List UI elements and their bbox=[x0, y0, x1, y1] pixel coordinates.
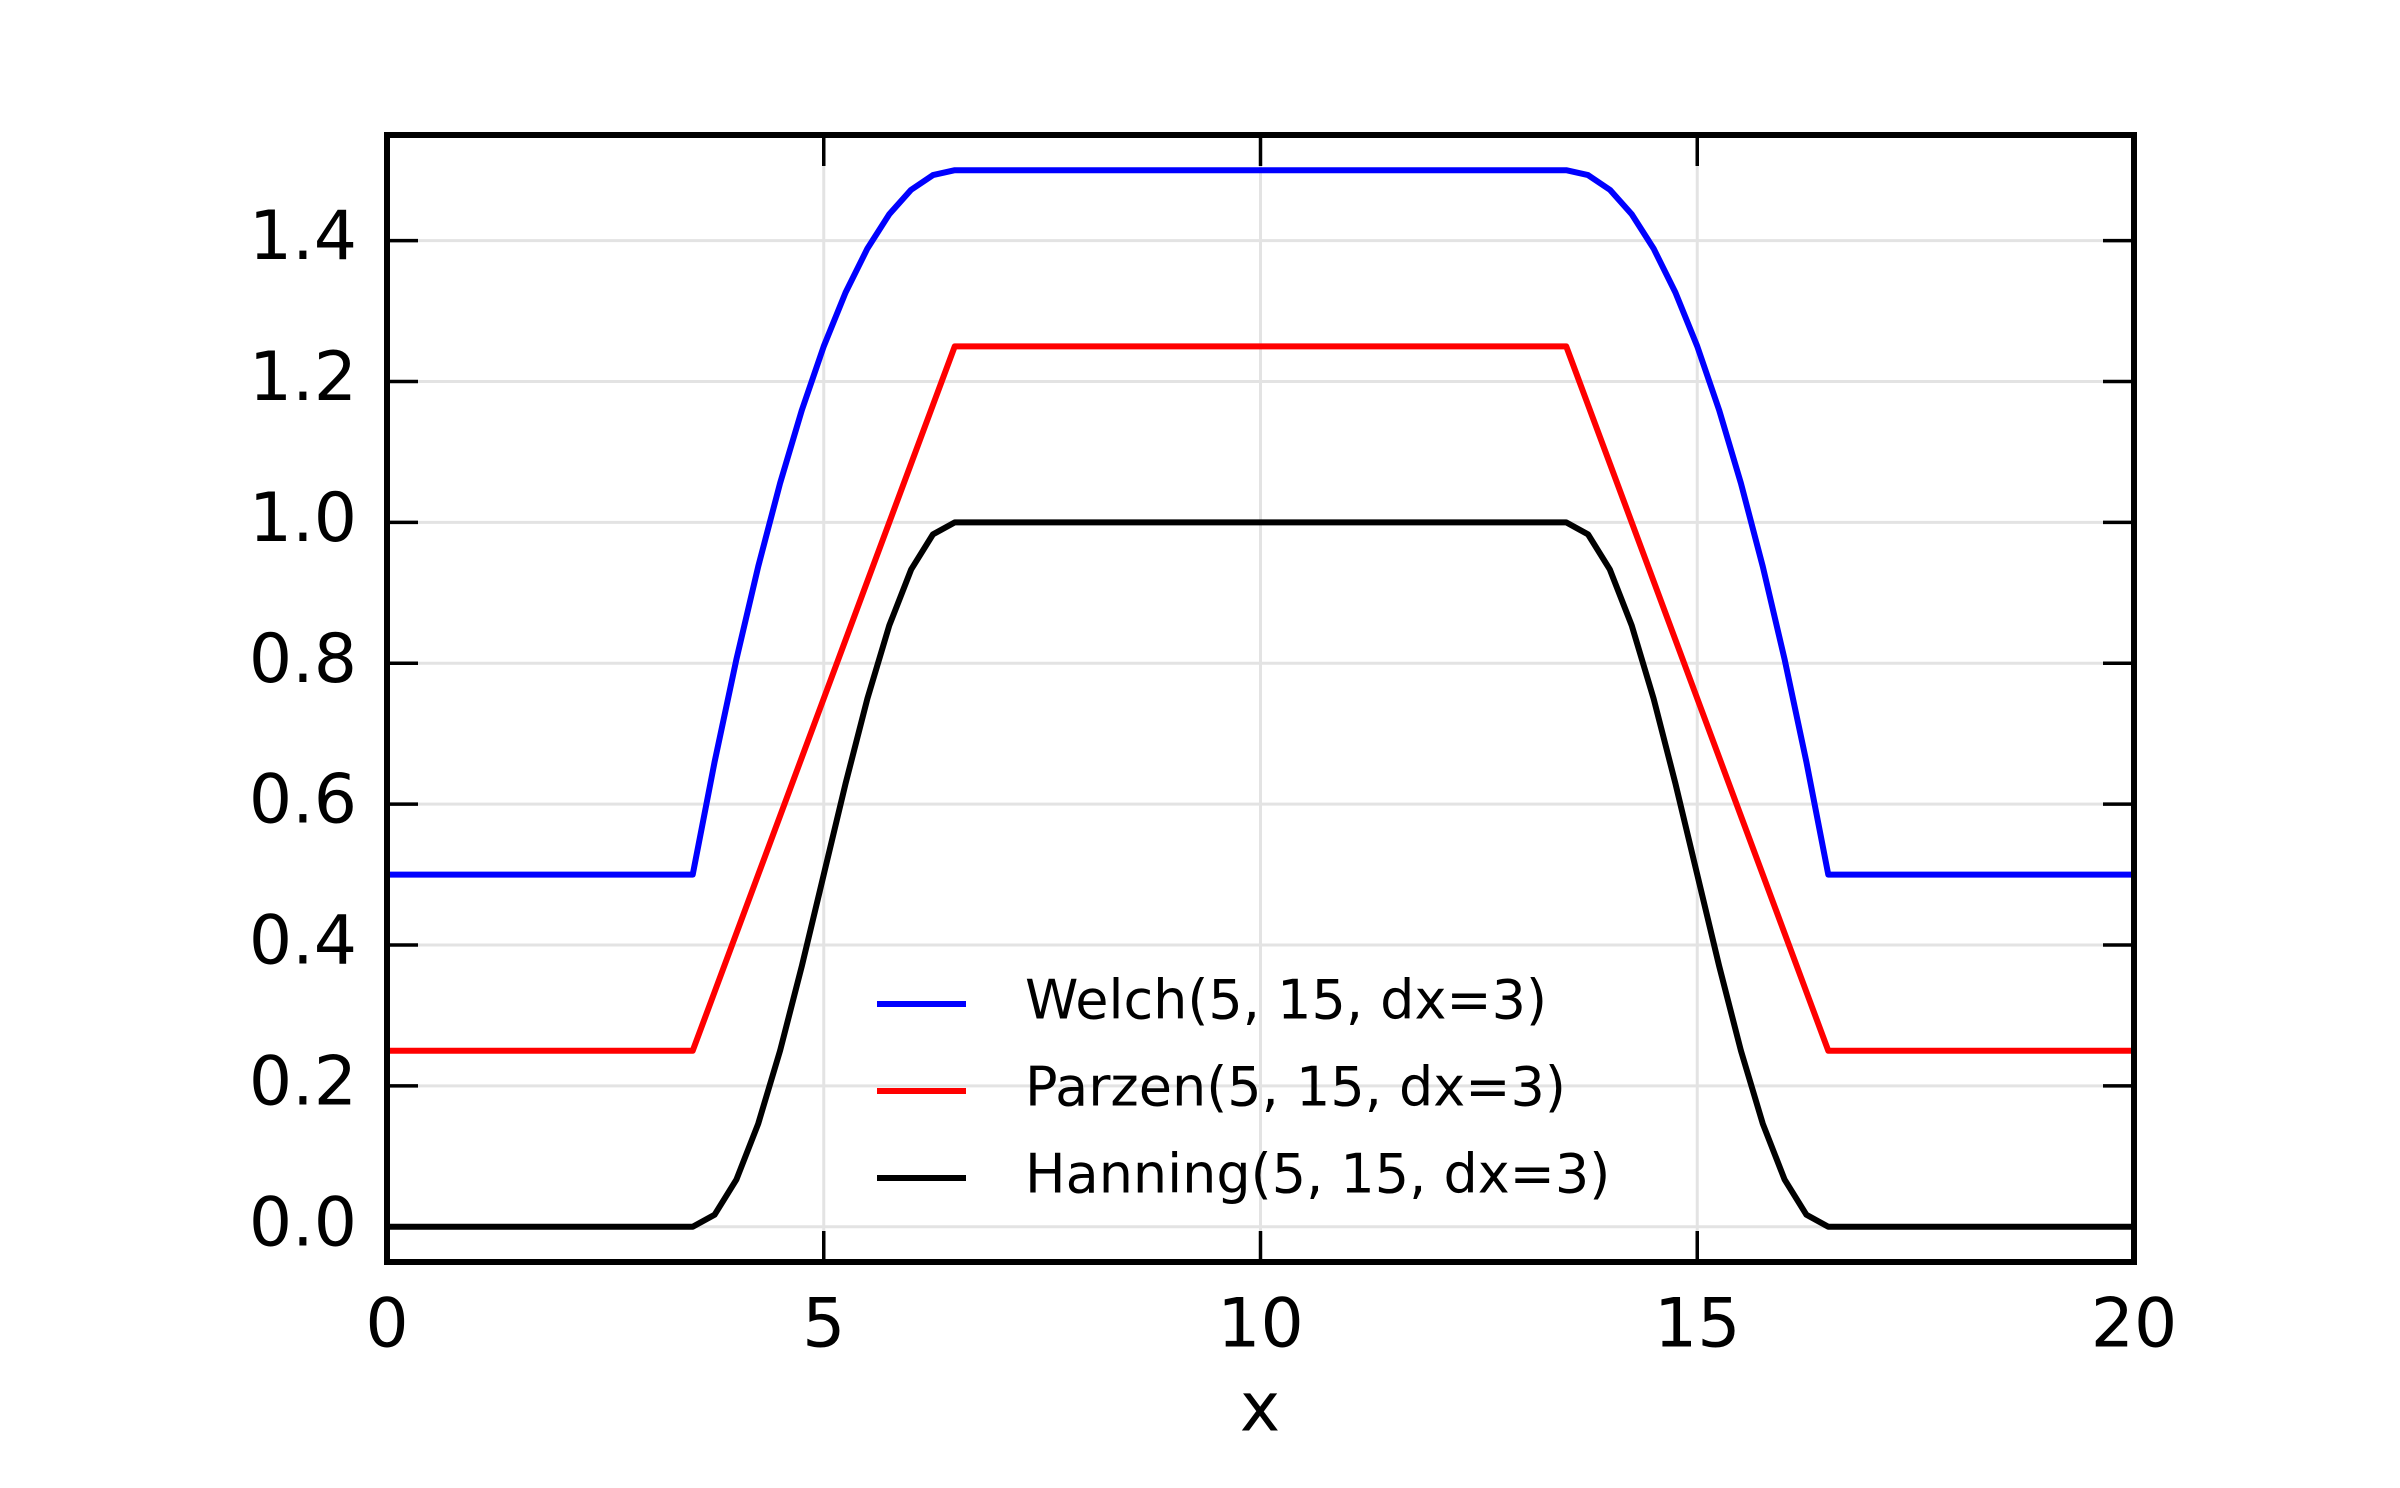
y-tick-label: 0.4 bbox=[249, 902, 357, 981]
x-tick-label: 10 bbox=[1217, 1285, 1304, 1364]
y-tick-label: 1.0 bbox=[249, 479, 357, 558]
plot-frame bbox=[384, 132, 2137, 1265]
y-tick-label: 1.4 bbox=[249, 197, 357, 276]
line-series bbox=[387, 167, 2134, 878]
line-series bbox=[387, 519, 2134, 1230]
x-tick-label: 20 bbox=[2091, 1285, 2178, 1364]
y-tick-label: 0.0 bbox=[249, 1183, 357, 1262]
plot-area bbox=[387, 167, 2134, 1230]
y-tick-label: 1.2 bbox=[249, 338, 357, 417]
legend-label: Parzen(5, 15, dx=3) bbox=[1025, 1056, 1566, 1119]
x-tick-label: 5 bbox=[802, 1285, 845, 1364]
x-tick-label: 0 bbox=[365, 1285, 408, 1364]
y-tick-label: 0.8 bbox=[249, 620, 357, 699]
y-tick-label: 0.6 bbox=[249, 761, 357, 840]
x-axis-label: x bbox=[1240, 1369, 1280, 1448]
x-tick-label: 15 bbox=[1654, 1285, 1741, 1364]
legend-label: Welch(5, 15, dx=3) bbox=[1025, 969, 1547, 1032]
y-tick-label: 0.2 bbox=[249, 1042, 357, 1121]
line-series bbox=[387, 343, 2134, 1054]
legend-label: Hanning(5, 15, dx=3) bbox=[1025, 1143, 1610, 1206]
